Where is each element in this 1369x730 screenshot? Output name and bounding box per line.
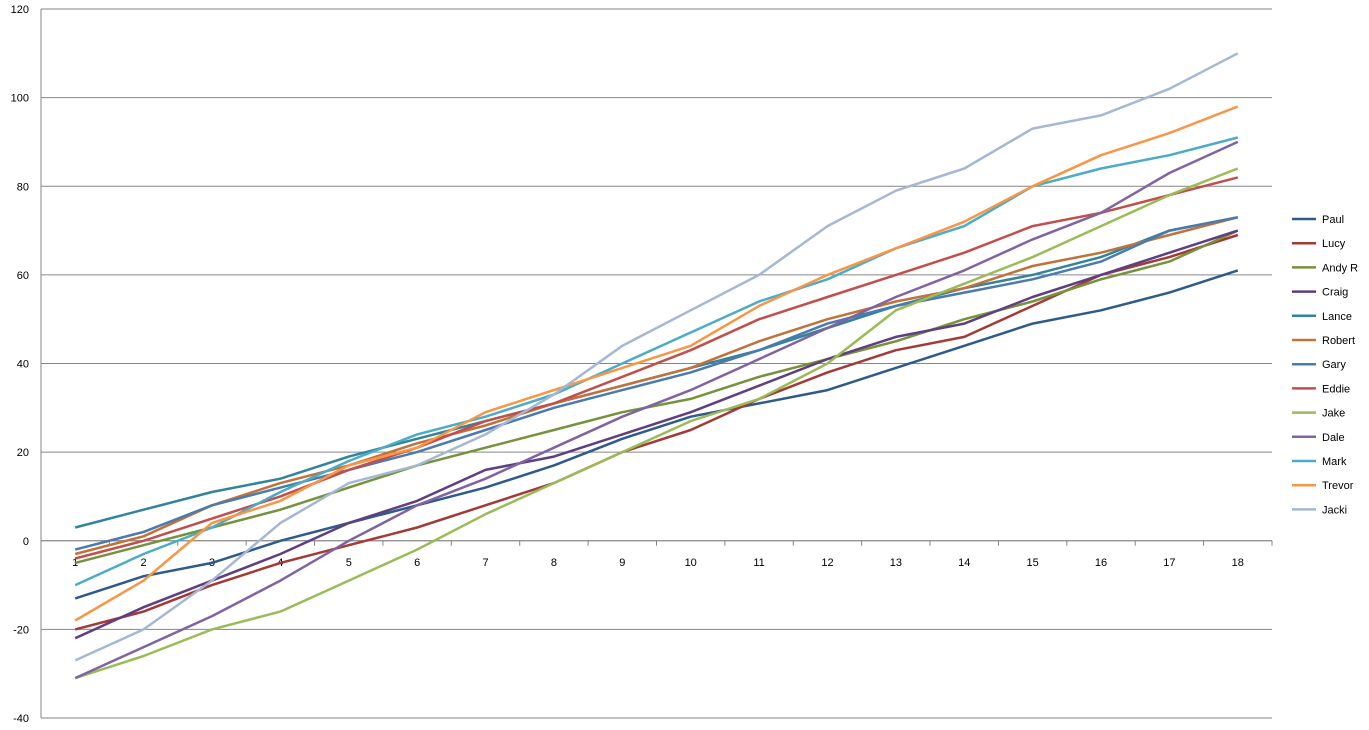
x-tick-label: 11 — [753, 557, 764, 569]
x-tick-label: 17 — [1163, 557, 1175, 569]
x-axis: 1 2 3 4 5 6 7 8 9 10 11 12 13 14 15 16 17 18 — [40, 540, 1273, 569]
x-tick-label: 9 — [619, 557, 625, 569]
series-line-jacki — [74, 52, 1239, 662]
y-tick-label: 120 — [11, 4, 29, 16]
x-tick-label: 13 — [890, 557, 902, 569]
y-tick-label: 0 — [23, 536, 29, 548]
x-tick-label: 16 — [1095, 557, 1107, 569]
legend-label: Lance — [1322, 311, 1352, 323]
y-tick-label: 40 — [17, 359, 29, 371]
x-tick-label: 5 — [346, 557, 352, 569]
legend-label: Paul — [1322, 214, 1344, 226]
y-tick-label: -20 — [13, 624, 29, 636]
series-line-dale — [74, 140, 1239, 680]
x-tick-label: 2 — [141, 557, 147, 569]
y-tick-label: 60 — [17, 270, 29, 282]
x-tick-label: 14 — [958, 557, 970, 569]
x-tick-label: 18 — [1232, 557, 1244, 569]
series-line-robert — [74, 216, 1239, 556]
legend: Paul Lucy Andy R Craig Lance Robert Gary Eddie J… — [1292, 214, 1358, 516]
legend-label: Trevor — [1322, 480, 1354, 492]
legend-label: Eddie — [1322, 383, 1350, 395]
legend-label: Andy R — [1322, 262, 1358, 274]
series-line-gary — [74, 216, 1239, 551]
x-tick-label: 8 — [551, 557, 557, 569]
series-line-lucy — [74, 233, 1239, 631]
legend-label: Mark — [1322, 456, 1347, 468]
y-tick-label: 80 — [17, 181, 29, 193]
series-line-jake — [74, 167, 1239, 680]
series-line-mark — [74, 136, 1239, 587]
y-tick-label: 100 — [11, 93, 29, 105]
y-axis: -40 -20 0 20 40 60 80 100 120 — [11, 4, 42, 725]
x-tick-label: 12 — [821, 557, 833, 569]
x-tick-label: 6 — [414, 557, 420, 569]
legend-label: Craig — [1322, 287, 1348, 299]
series-line-trevor — [74, 105, 1239, 622]
legend-label: Lucy — [1322, 238, 1346, 250]
x-tick-label: 7 — [482, 557, 488, 569]
series-line-craig — [74, 229, 1239, 640]
legend-label: Gary — [1322, 359, 1346, 371]
legend-label: Robert — [1322, 335, 1355, 347]
series-line-eddie — [74, 176, 1239, 560]
x-tick-label: 15 — [1027, 557, 1039, 569]
series-line-paul — [74, 269, 1239, 600]
x-tick-label: 10 — [685, 557, 697, 569]
series-line-andy-r — [74, 229, 1239, 565]
series-lines — [74, 52, 1239, 680]
legend-label: Jake — [1322, 408, 1345, 420]
series-line-lance — [74, 216, 1239, 529]
y-tick-label: -40 — [13, 713, 29, 725]
y-tick-label: 20 — [17, 447, 29, 459]
legend-label: Jacki — [1322, 504, 1347, 516]
legend-label: Dale — [1322, 432, 1345, 444]
